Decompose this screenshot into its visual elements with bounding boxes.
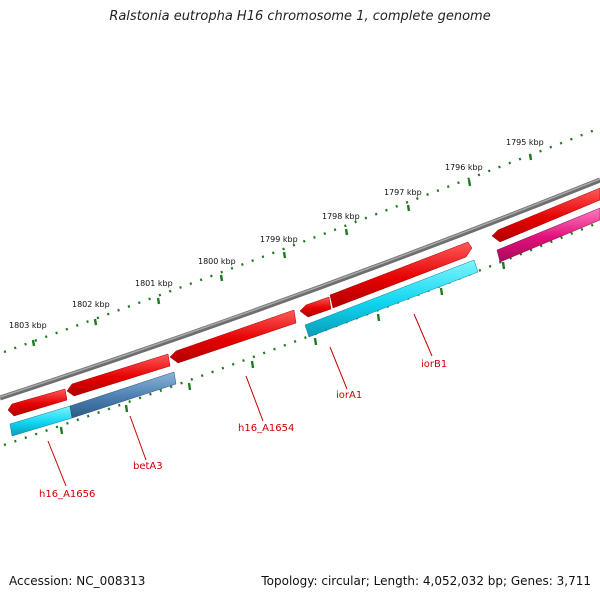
genome-summary-text: Topology: circular; Length: 4,052,032 bp… xyxy=(261,574,591,588)
gene-block-steel-1[interactable] xyxy=(69,371,177,419)
gene-leader-lines xyxy=(47,313,433,487)
scale-label-1800: 1800 kbp xyxy=(198,257,236,266)
gene-label-h16-a1654: h16_A1654 xyxy=(238,423,294,434)
gene-block-red-1[interactable] xyxy=(7,388,68,417)
gene-block-cyan-2[interactable] xyxy=(304,259,479,338)
outer-scale-dots xyxy=(3,126,600,354)
gene-labels: h16_A1656 betA3 h16_A1654 iorA1 iorB1 xyxy=(39,359,447,500)
genome-title: Ralstonia eutropha H16 chromosome 1, com… xyxy=(109,9,491,24)
accession-text: Accession: NC_008313 xyxy=(9,574,146,588)
gene-block-magenta-1[interactable] xyxy=(496,207,600,263)
gene-block-red-6[interactable] xyxy=(491,187,600,243)
gene-label-h16-a1656: h16_A1656 xyxy=(39,489,95,500)
scale-label-1801: 1801 kbp xyxy=(135,279,173,288)
gene-label-iora1: iorA1 xyxy=(336,390,362,401)
scale-label-1799: 1799 kbp xyxy=(260,235,298,244)
scale-label-1798: 1798 kbp xyxy=(322,212,360,221)
scale-label-1802: 1802 kbp xyxy=(72,300,110,309)
scale-label-1797: 1797 kbp xyxy=(384,188,422,197)
outer-scale-major-ticks xyxy=(31,153,533,347)
gene-label-iorb1: iorB1 xyxy=(421,359,447,370)
scale-label-1796: 1796 kbp xyxy=(445,163,483,172)
scale-labels: 1795 kbp 1796 kbp 1797 kbp 1798 kbp 1799… xyxy=(9,138,544,330)
scale-label-1803: 1803 kbp xyxy=(9,321,47,330)
inner-scale-major-ticks xyxy=(59,261,506,435)
gene-block-red-4[interactable] xyxy=(299,296,332,318)
gene-block-red-5[interactable] xyxy=(329,241,473,309)
chromosome-backbone xyxy=(0,177,600,401)
gene-block-red-2[interactable] xyxy=(66,353,171,397)
gene-block-red-3[interactable] xyxy=(169,309,297,364)
scale-label-1795: 1795 kbp xyxy=(506,138,544,147)
gene-label-beta3: betA3 xyxy=(133,461,163,472)
chromosome-backbone-highlight xyxy=(0,178,600,398)
inner-scale-dots xyxy=(3,220,600,447)
